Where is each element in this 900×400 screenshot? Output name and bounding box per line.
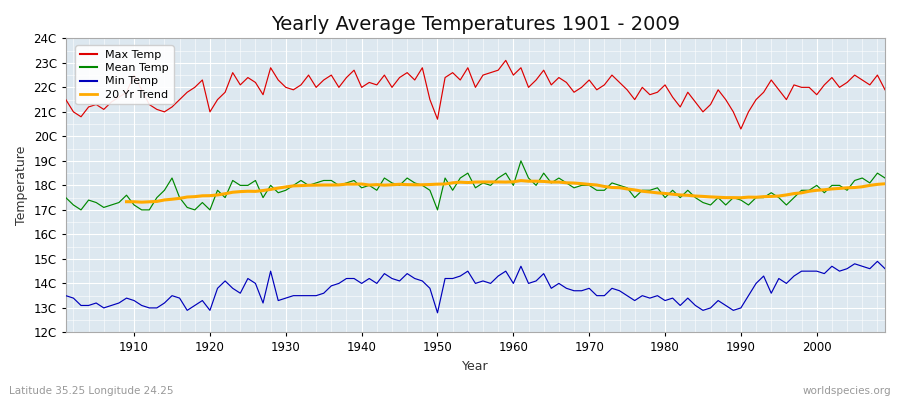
Text: Latitude 35.25 Longitude 24.25: Latitude 35.25 Longitude 24.25 bbox=[9, 386, 174, 396]
X-axis label: Year: Year bbox=[462, 360, 489, 373]
Text: worldspecies.org: worldspecies.org bbox=[803, 386, 891, 396]
Legend: Max Temp, Mean Temp, Min Temp, 20 Yr Trend: Max Temp, Mean Temp, Min Temp, 20 Yr Tre… bbox=[76, 45, 174, 104]
Title: Yearly Average Temperatures 1901 - 2009: Yearly Average Temperatures 1901 - 2009 bbox=[271, 15, 680, 34]
Y-axis label: Temperature: Temperature bbox=[15, 146, 28, 225]
